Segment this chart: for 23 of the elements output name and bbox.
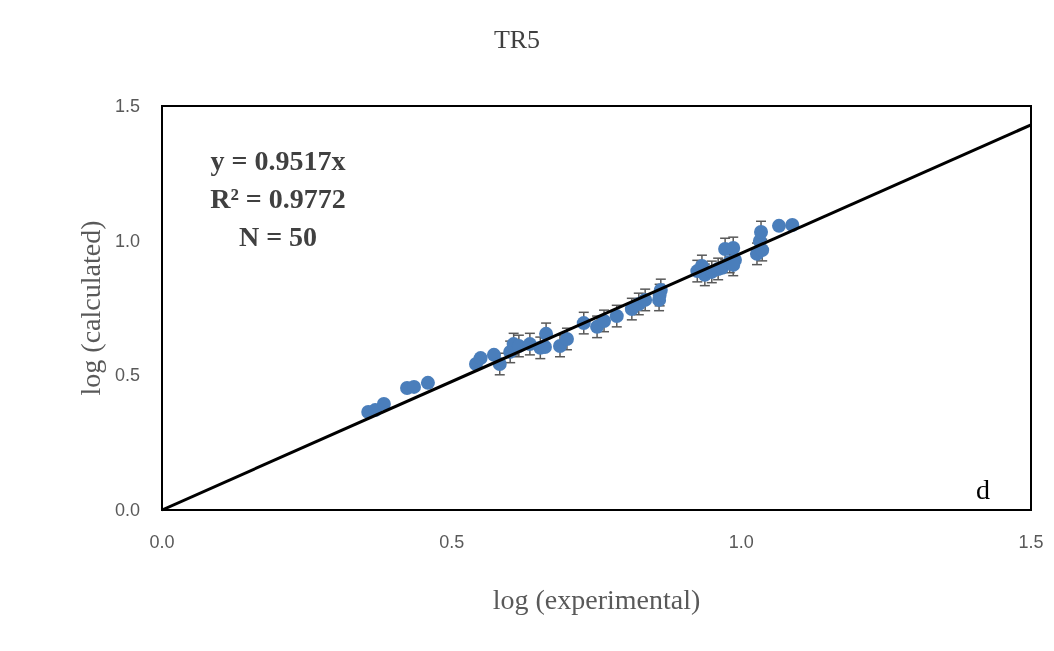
- annotation: N = 50: [238, 221, 318, 252]
- y-tick-label: 0.5: [114, 365, 140, 386]
- point: [754, 225, 769, 240]
- point: [376, 396, 391, 411]
- point: [609, 309, 624, 324]
- x-tick-label: 0.0: [149, 532, 175, 552]
- annotation: y = 0.9517x: [210, 145, 346, 176]
- x-tick-label: 1.5: [1018, 532, 1044, 552]
- y-tick-label: 1.0: [114, 230, 140, 251]
- point: [473, 351, 488, 366]
- point: [420, 375, 435, 390]
- x-axis-title: log (experimental): [492, 584, 701, 615]
- chart-title: TR5: [493, 25, 541, 54]
- point: [771, 218, 786, 233]
- y-tick-label: 1.5: [114, 96, 140, 116]
- y-axis-title: log (calculated): [75, 220, 106, 396]
- point: [407, 379, 422, 394]
- annotation: R² = 0.9772: [210, 183, 346, 214]
- x-tick-label: 1.0: [728, 532, 754, 552]
- point: [559, 331, 574, 346]
- annotation: d: [976, 474, 990, 505]
- y-tick-label: 0.0: [114, 500, 140, 520]
- x-tick-label: 0.5: [439, 532, 465, 552]
